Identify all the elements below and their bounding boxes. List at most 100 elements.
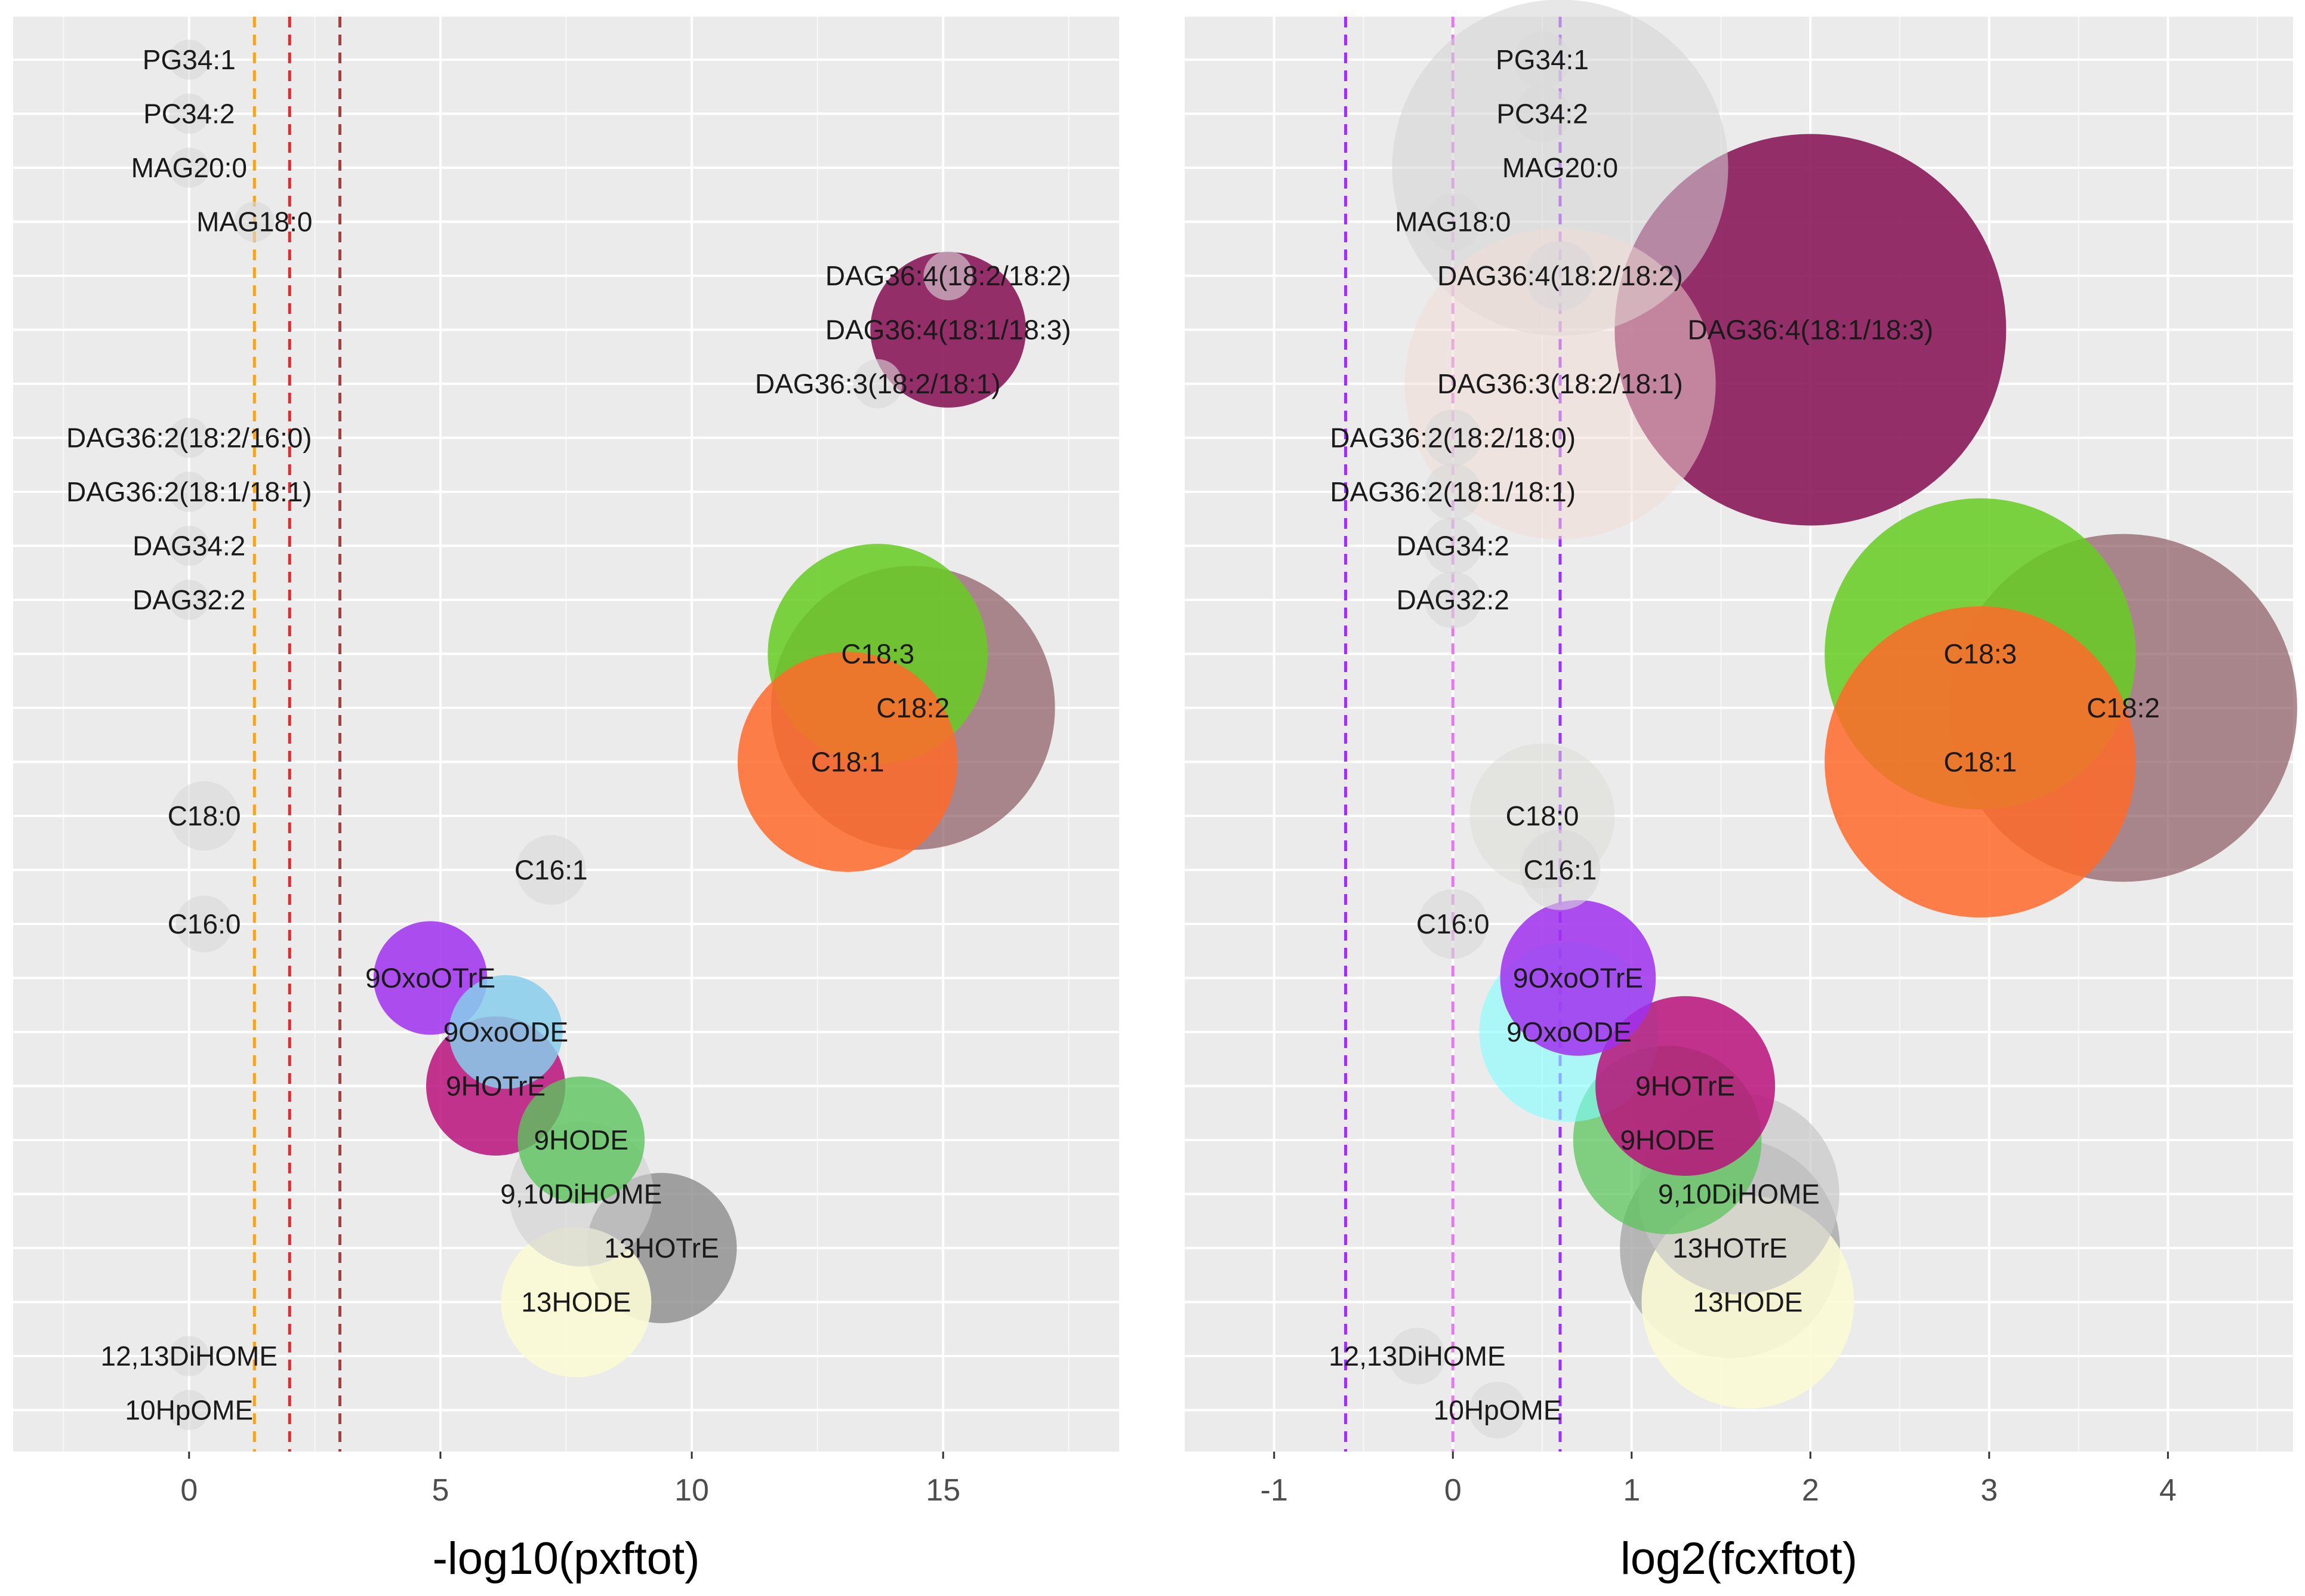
bubble-point — [169, 781, 239, 851]
bubble-point — [169, 1389, 209, 1431]
bubble-point — [501, 1227, 652, 1378]
point-label: MAG20:0 — [131, 152, 247, 183]
point-label: 9OxoOTrE — [1513, 963, 1643, 994]
x-axis-title: -log10(pxftot) — [433, 1533, 700, 1584]
point-label: DAG36:4(18:1/18:3) — [1687, 315, 1933, 346]
x-tick-label: 3 — [1980, 1473, 1998, 1508]
point-label: C16:1 — [514, 855, 588, 886]
point-label: C18:1 — [1943, 747, 2017, 778]
point-label: 9HOTrE — [1635, 1071, 1735, 1102]
bubble-point — [1595, 996, 1776, 1176]
point-label: 9,10DiHOME — [500, 1179, 662, 1210]
chart-panel-right: PG34:1 PC34:2 MAG20:0 MAG18:0 DAG36:4(18:2/1… — [1185, 0, 2297, 1584]
bubble-point — [1392, 0, 1728, 336]
x-tick-label: -1 — [1261, 1473, 1288, 1508]
x-tick-label: 2 — [1802, 1473, 1819, 1508]
point-label: 13HOTrE — [1672, 1233, 1788, 1264]
point-label: C16:0 — [1416, 908, 1490, 939]
bubble-point — [169, 147, 209, 188]
point-label: C18:3 — [841, 639, 914, 670]
bubble-point — [169, 39, 209, 80]
x-tick-label: 10 — [674, 1473, 709, 1508]
point-label: 9HOTrE — [446, 1071, 546, 1102]
point-labels: PG34:1 PC34:2 MAG20:0 MAG18:0 DAG36:4(18:2/1… — [66, 44, 1071, 1426]
bubble-point — [517, 1076, 645, 1204]
point-label: 13HODE — [521, 1287, 631, 1318]
point-label: DAG32:2 — [132, 584, 245, 615]
point-label: 13HOTrE — [604, 1233, 719, 1264]
point-label: C18:3 — [1943, 639, 2017, 670]
bubble-point — [923, 251, 973, 301]
bubble-point — [1500, 900, 1656, 1056]
point-label: C18:0 — [1506, 800, 1579, 831]
point-label: DAG34:2 — [1397, 531, 1509, 562]
point-label: 9HODE — [1620, 1124, 1714, 1156]
bubble-point — [1469, 1381, 1526, 1439]
point-label: DAG36:2(18:1/18:1) — [1330, 476, 1576, 507]
bubble-point — [1388, 1327, 1446, 1385]
point-label: 12,13DiHOME — [101, 1341, 278, 1372]
point-label: 10HpOME — [125, 1395, 253, 1426]
point-label: DAG36:2(18:2/18:0) — [1330, 423, 1576, 454]
point-label: DAG36:4(18:2/18:2) — [825, 260, 1071, 291]
x-tick-label: 5 — [432, 1473, 449, 1508]
point-labels: PG34:1 PC34:2 MAG20:0 MAG18:0 DAG36:4(18:2/1… — [1329, 44, 2160, 1426]
bubble-point — [516, 835, 586, 905]
point-label: MAG20:0 — [1502, 152, 1618, 183]
bubble-point — [169, 417, 209, 458]
point-label: PC34:2 — [143, 98, 235, 130]
bubble-point — [169, 525, 209, 566]
point-label: 12,13DiHOME — [1329, 1341, 1506, 1372]
point-label: PG34:1 — [1496, 44, 1589, 75]
point-label: 9OxoODE — [443, 1016, 569, 1047]
point-label: 9,10DiHOME — [1658, 1179, 1820, 1210]
bubble-point — [1424, 193, 1481, 251]
point-label: DAG36:3(18:2/18:1) — [1437, 368, 1683, 399]
point-label: DAG32:2 — [1397, 584, 1509, 615]
bubble-point — [1825, 606, 2136, 918]
x-tick-label: 15 — [926, 1473, 960, 1508]
bubble-point — [169, 472, 209, 512]
x-tick-label: 1 — [1623, 1473, 1640, 1508]
bubble-point — [1525, 241, 1595, 311]
point-label: DAG36:3(18:2/18:1) — [755, 368, 1001, 399]
point-label: 9OxoOTrE — [365, 963, 495, 994]
point-label: MAG18:0 — [196, 207, 312, 238]
point-label: C16:0 — [168, 908, 241, 939]
x-axis-title: log2(fcxftot) — [1620, 1533, 1857, 1584]
point-label: C16:1 — [1524, 855, 1597, 886]
bubble-point — [1520, 830, 1601, 910]
point-label: DAG34:2 — [132, 531, 245, 562]
bubble-point — [234, 201, 275, 242]
bubble-point — [169, 580, 209, 620]
bubble-point — [853, 359, 902, 409]
point-label: C18:2 — [876, 692, 950, 723]
x-tick-label: 0 — [1444, 1473, 1462, 1508]
point-label: PC34:2 — [1496, 98, 1588, 130]
bubble-point — [1424, 571, 1481, 628]
point-label: 9OxoODE — [1506, 1016, 1632, 1047]
bubble-point — [1514, 85, 1571, 143]
bubbles — [169, 39, 1055, 1431]
chart-panel-left: PG34:1 PC34:2 MAG20:0 MAG18:0 DAG36:4(18:2/1… — [13, 17, 1119, 1584]
bubble-point — [870, 252, 1026, 408]
point-label: DAG36:4(18:2/18:2) — [1437, 260, 1683, 291]
point-label: PG34:1 — [143, 44, 236, 75]
bubble-point — [169, 93, 209, 134]
point-label: C18:2 — [2087, 692, 2160, 723]
point-label: C18:0 — [168, 800, 241, 831]
bubble-point — [1417, 889, 1488, 959]
point-label: DAG36:4(18:1/18:3) — [825, 315, 1071, 346]
x-tick-label: 4 — [2159, 1473, 2177, 1508]
bubble-point — [1424, 517, 1481, 575]
bubble-point — [1424, 409, 1481, 467]
point-label: DAG36:2(18:1/18:1) — [66, 476, 312, 507]
bubbles — [1388, 0, 2297, 1439]
point-label: MAG18:0 — [1395, 207, 1511, 238]
bubble-point — [449, 975, 563, 1089]
point-label: 9HODE — [534, 1124, 628, 1156]
bubble-point — [175, 895, 233, 953]
bubble-point — [1424, 463, 1481, 520]
bubble-point — [1404, 228, 1716, 540]
